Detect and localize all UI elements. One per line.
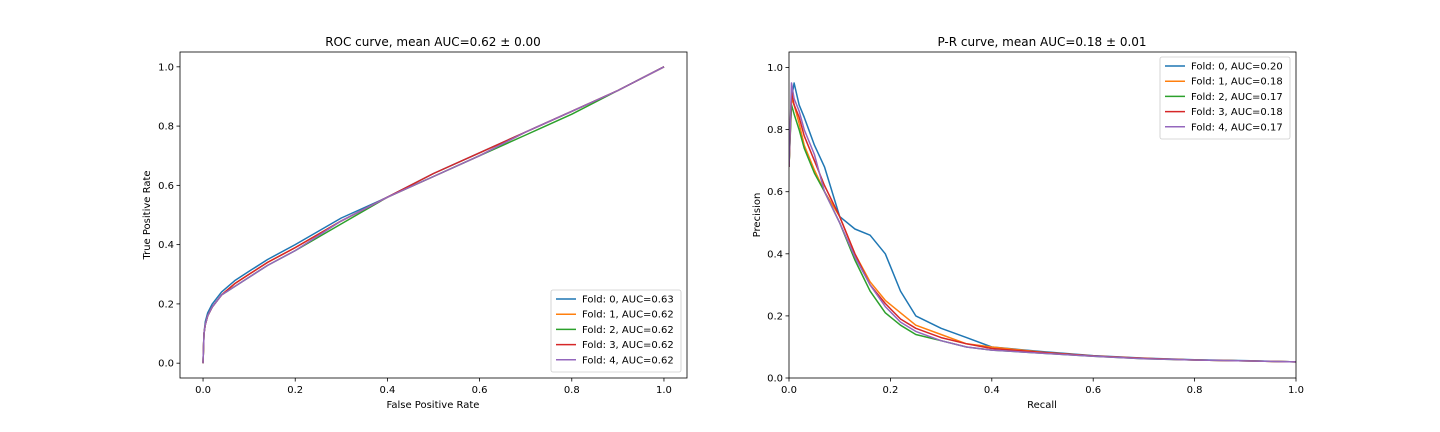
roc-legend-label: Fold: 4, AUC=0.62	[582, 355, 674, 366]
roc-y-tick-label: 0.8	[158, 122, 174, 133]
roc-chart: ROC curve, mean AUC=0.62 ± 0.00 0.0 0.2 0.…	[142, 35, 688, 411]
roc-y-tick-label: 0.4	[158, 240, 174, 251]
roc-axes-frame	[179, 51, 688, 379]
pr-x-tick-label: 0.8	[1187, 385, 1203, 396]
pr-legend-label: Fold: 1, AUC=0.18	[1191, 77, 1283, 88]
roc-x-tick-label: 0.2	[287, 385, 303, 396]
roc-legend-label: Fold: 1, AUC=0.62	[582, 310, 674, 321]
roc-legend-box	[550, 289, 682, 373]
pr-x-axis-label: Recall	[1027, 400, 1057, 411]
roc-legend-label: Fold: 2, AUC=0.62	[582, 325, 674, 336]
pr-y-tick-label: 0.2	[767, 311, 783, 322]
pr-x-tick-label: 0.6	[1085, 385, 1101, 396]
roc-series-line-fold-4	[202, 66, 665, 364]
pr-x-tick-label: 0.0	[781, 385, 797, 396]
pr-legend-label: Fold: 0, AUC=0.20	[1191, 62, 1283, 73]
roc-series-group	[202, 66, 665, 364]
pr-chart: P-R curve, mean AUC=0.18 ± 0.01 0.0 0.2 0.…	[752, 35, 1304, 411]
pr-y-axis-label: Precision	[752, 193, 763, 238]
pr-x-tick-label: 0.4	[984, 385, 1000, 396]
roc-x-tick-label: 1.0	[656, 385, 672, 396]
pr-y-tick-label: 1.0	[767, 63, 783, 74]
pr-legend-box	[1159, 56, 1291, 140]
pr-legend-label: Fold: 3, AUC=0.18	[1191, 107, 1283, 118]
pr-x-tick-label: 0.2	[882, 385, 898, 396]
pr-plot-area: 0.0 0.2 0.4 0.6 0.8 1.0 0.0 0.2 0.4 0.6 0.8 1.0	[767, 51, 1304, 396]
pr-legend-label: Fold: 4, AUC=0.17	[1191, 122, 1283, 133]
roc-legend-label: Fold: 3, AUC=0.62	[582, 340, 674, 351]
roc-x-axis-label: False Positive Rate	[387, 400, 480, 411]
pr-legend: Fold: 0, AUC=0.20 Fold: 1, AUC=0.18 Fold: …	[1159, 56, 1291, 140]
pr-axes-frame	[788, 51, 1297, 379]
pr-series-line-fold-4	[789, 82, 1296, 363]
roc-y-axis-label: True Positive Rate	[142, 170, 153, 260]
pr-series-group	[789, 82, 1296, 363]
roc-y-tick-label: 1.0	[158, 62, 174, 73]
roc-legend-label: Fold: 0, AUC=0.63	[582, 295, 674, 306]
roc-plot-area: 0.0 0.2 0.4 0.6 0.8 1.0 0.0 0.2 0.4 0.6 0.8 1.0	[158, 51, 688, 396]
roc-y-tick-label: 0.0	[158, 359, 174, 370]
pr-y-tick-label: 0.8	[767, 125, 783, 136]
pr-x-tick-label: 1.0	[1288, 385, 1304, 396]
pr-y-tick-label: 0.6	[767, 187, 783, 198]
roc-y-tick-label: 0.2	[158, 299, 174, 310]
roc-x-tick-label: 0.4	[379, 385, 395, 396]
pr-chart-title: P-R curve, mean AUC=0.18 ± 0.01	[937, 35, 1146, 49]
pr-y-tick-label: 0.4	[767, 249, 783, 260]
pr-legend-label: Fold: 2, AUC=0.17	[1191, 92, 1283, 103]
roc-chart-title: ROC curve, mean AUC=0.62 ± 0.00	[325, 35, 541, 49]
roc-y-tick-label: 0.6	[158, 181, 174, 192]
roc-x-tick-label: 0.6	[472, 385, 488, 396]
roc-x-tick-label: 0.8	[564, 385, 580, 396]
pr-y-tick-label: 0.0	[767, 374, 783, 385]
roc-legend: Fold: 0, AUC=0.63 Fold: 1, AUC=0.62 Fold: …	[550, 289, 682, 373]
roc-x-tick-label: 0.0	[195, 385, 211, 396]
